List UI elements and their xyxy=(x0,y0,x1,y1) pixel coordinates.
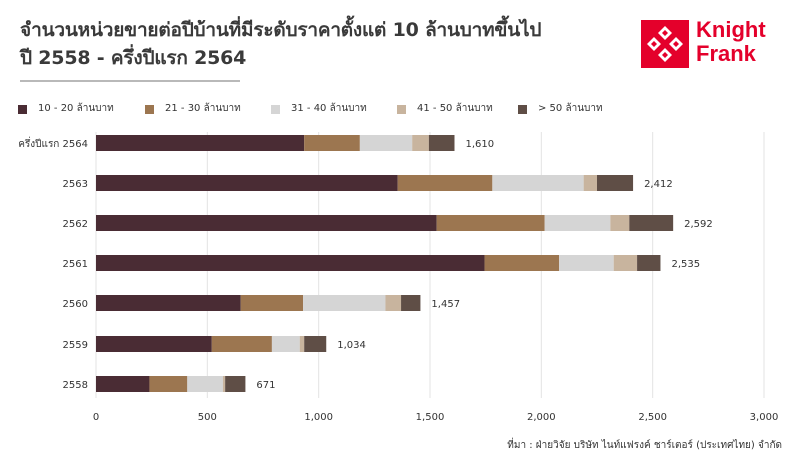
bar-segment-4-3 xyxy=(385,295,402,311)
title-underline xyxy=(20,80,240,82)
knight-frank-wordmark: Knight Frank xyxy=(696,18,766,66)
bar-segment-5-4 xyxy=(304,336,327,352)
bar-segment-5-2 xyxy=(271,336,300,352)
legend-label-3: 41 - 50 ล้านบาท xyxy=(417,103,493,114)
bar-segment-4-4 xyxy=(401,295,421,311)
legend-swatch-3 xyxy=(397,105,406,114)
bar-segment-1-1 xyxy=(397,175,493,191)
bar-segment-1-2 xyxy=(492,175,584,191)
bar-segment-4-1 xyxy=(240,295,304,311)
bar-segment-3-3 xyxy=(613,255,638,271)
category-label-5: 2559 xyxy=(63,340,88,351)
logo-line-2: Frank xyxy=(696,41,756,66)
bar-segment-2-0 xyxy=(96,215,437,231)
total-label-0: 1,610 xyxy=(465,139,494,150)
chart-title-line-1: จำนวนหน่วยขายต่อปีบ้านที่มีระดับราคาตั้ง… xyxy=(20,19,542,41)
total-label-1: 2,412 xyxy=(644,179,673,190)
bar-segment-6-0 xyxy=(96,376,150,392)
knight-frank-logo: Knight Frank xyxy=(641,16,781,72)
chart-title-line-2: ปี 2558 - ครึ่งปีแรก 2564 xyxy=(20,47,247,69)
bar-segment-0-3 xyxy=(412,135,429,151)
x-tick-label-5: 2,500 xyxy=(638,412,667,423)
legend-swatch-2 xyxy=(271,105,280,114)
bar-segment-0-2 xyxy=(359,135,413,151)
bar-segment-2-3 xyxy=(610,215,630,231)
bar-segment-5-0 xyxy=(96,336,212,352)
total-label-3: 2,535 xyxy=(671,259,700,270)
x-tick-label-6: 3,000 xyxy=(750,412,779,423)
source-note: ที่มา : ฝ่ายวิจัย บริษัท ไนท์แฟรงค์ ชาร์… xyxy=(507,440,782,451)
legend-swatch-1 xyxy=(145,105,154,114)
knight-frank-logo-icon xyxy=(641,20,689,68)
total-label-5: 1,034 xyxy=(337,340,366,351)
x-tick-label-2: 1,000 xyxy=(304,412,333,423)
bar-segment-3-2 xyxy=(559,255,614,271)
bar-segment-4-0 xyxy=(96,295,241,311)
bar-segment-6-4 xyxy=(225,376,246,392)
legend-label-0: 10 - 20 ล้านบาท xyxy=(38,103,114,114)
legend-swatch-0 xyxy=(18,105,27,114)
legend-label-1: 21 - 30 ล้านบาท xyxy=(165,103,241,114)
x-tick-label-3: 1,500 xyxy=(416,412,445,423)
legend-swatch-4 xyxy=(518,105,527,114)
bar-segment-6-2 xyxy=(187,376,223,392)
bar-segment-5-1 xyxy=(211,336,272,352)
bar-segment-1-3 xyxy=(583,175,597,191)
bar-segment-4-2 xyxy=(303,295,386,311)
total-label-4: 1,457 xyxy=(431,299,460,310)
x-tick-label-1: 500 xyxy=(198,412,217,423)
bar-segment-1-4 xyxy=(597,175,634,191)
category-label-1: 2563 xyxy=(63,179,88,190)
bar-segment-3-4 xyxy=(637,255,661,271)
bar-segment-5-3 xyxy=(299,336,305,352)
category-label-0: ครึ่งปีแรก 2564 xyxy=(18,136,88,150)
bar-segment-2-2 xyxy=(544,215,611,231)
bar-segment-3-1 xyxy=(484,255,560,271)
total-label-6: 671 xyxy=(256,380,275,391)
bar-segment-2-1 xyxy=(436,215,545,231)
category-label-6: 2558 xyxy=(63,380,88,391)
bar-segment-1-0 xyxy=(96,175,398,191)
category-label-3: 2561 xyxy=(63,259,88,270)
bar-segment-6-3 xyxy=(222,376,226,392)
bar-segment-6-1 xyxy=(149,376,188,392)
x-tick-label-4: 2,000 xyxy=(527,412,556,423)
bar-segment-0-1 xyxy=(304,135,360,151)
total-label-2: 2,592 xyxy=(684,219,713,230)
x-tick-label-0: 0 xyxy=(93,412,99,423)
legend-label-4: > 50 ล้านบาท xyxy=(538,103,603,114)
chart-title: จำนวนหน่วยขายต่อปีบ้านที่มีระดับราคาตั้ง… xyxy=(20,16,541,72)
bar-segment-0-0 xyxy=(96,135,305,151)
category-label-4: 2560 xyxy=(63,299,88,310)
bar-segment-0-4 xyxy=(428,135,455,151)
bar-segment-3-0 xyxy=(96,255,485,271)
logo-line-1: Knight xyxy=(696,17,766,42)
legend-label-2: 31 - 40 ล้านบาท xyxy=(291,103,367,114)
category-label-2: 2562 xyxy=(63,219,88,230)
bar-segment-2-4 xyxy=(629,215,674,231)
